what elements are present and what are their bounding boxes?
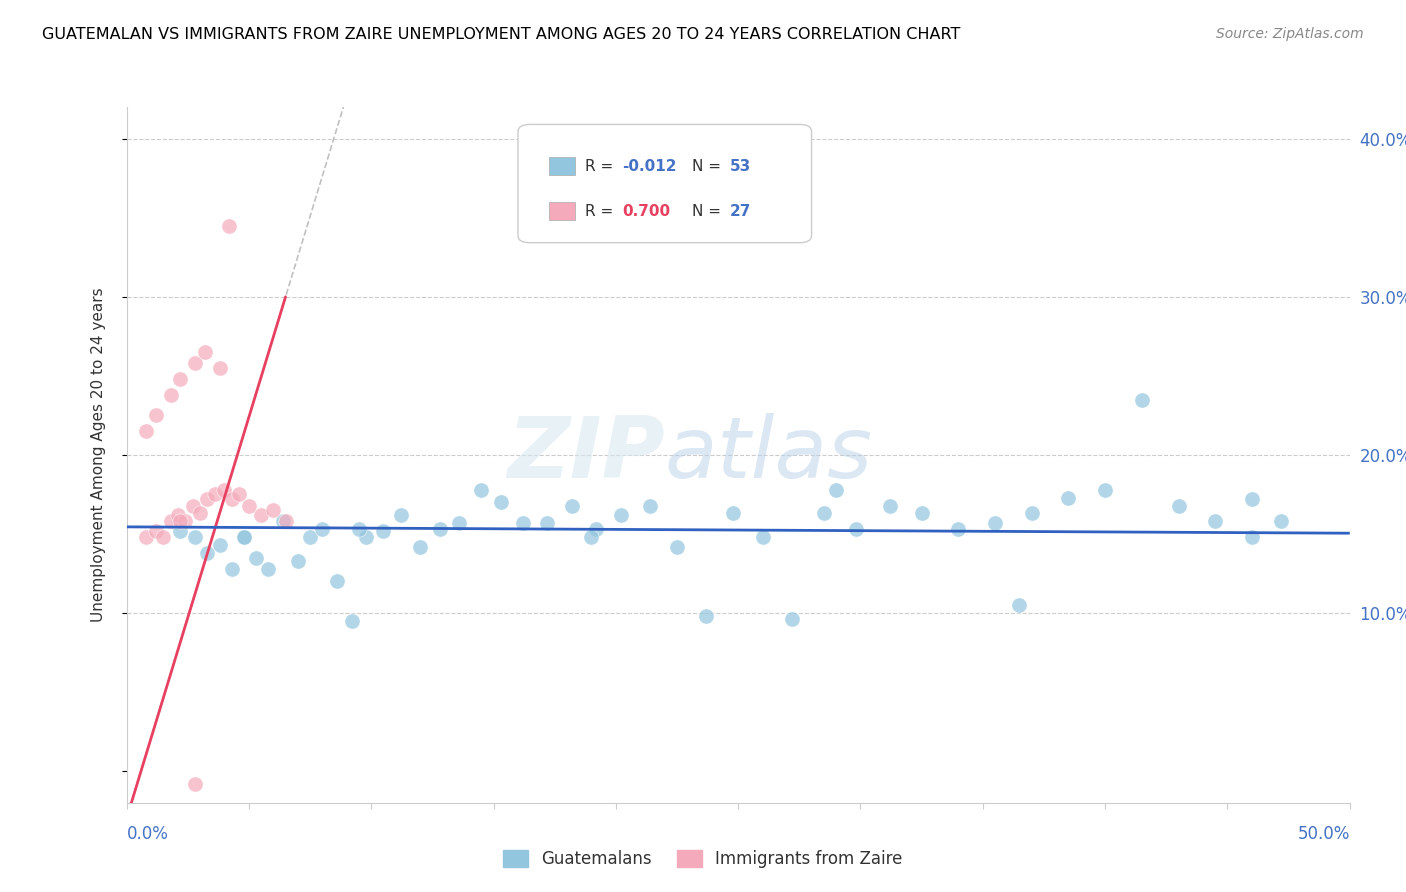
Point [250,508,273,522]
Point [666,540,689,554]
Text: atlas: atlas [665,413,873,497]
Text: ZIP: ZIP [508,413,665,497]
Point [879,499,901,513]
Point [169,372,191,386]
Point [1204,514,1226,528]
Point [751,530,773,544]
Text: 0.700: 0.700 [621,204,671,219]
Point [429,522,451,536]
Point [167,508,190,522]
Point [195,546,218,560]
Text: R =: R = [585,159,619,174]
Point [609,508,631,522]
Point [347,522,370,536]
Point [169,514,191,528]
Point [1021,507,1043,521]
Point [311,522,333,536]
Legend: Guatemalans, Immigrants from Zaire: Guatemalans, Immigrants from Zaire [496,843,910,875]
Point [984,516,1007,530]
Point [238,499,260,513]
Text: -0.012: -0.012 [621,159,676,174]
Point [245,550,267,565]
Text: N =: N = [692,159,725,174]
Point [845,522,868,536]
Text: Source: ZipAtlas.com: Source: ZipAtlas.com [1216,27,1364,41]
Text: 0.0%: 0.0% [127,825,169,843]
Text: 50.0%: 50.0% [1298,825,1350,843]
Point [638,499,661,513]
Point [389,508,412,522]
Point [257,562,280,576]
Point [1167,499,1189,513]
Point [204,487,226,501]
Point [195,492,218,507]
Point [271,514,294,528]
Point [911,507,934,521]
Point [356,530,378,544]
Point [159,514,181,528]
Text: 27: 27 [730,204,751,219]
Y-axis label: Unemployment Among Ages 20 to 24 years: Unemployment Among Ages 20 to 24 years [91,287,105,623]
Text: GUATEMALAN VS IMMIGRANTS FROM ZAIRE UNEMPLOYMENT AMONG AGES 20 TO 24 YEARS CORRE: GUATEMALAN VS IMMIGRANTS FROM ZAIRE UNEM… [42,27,960,42]
Point [780,612,803,626]
Point [184,530,207,544]
Point [135,424,157,438]
Point [184,356,207,370]
Point [299,530,322,544]
Point [287,554,309,568]
Point [208,360,231,375]
Point [1240,492,1263,507]
Point [233,530,256,544]
Point [723,507,745,521]
Point [221,492,243,507]
Point [194,345,217,359]
Point [274,514,297,528]
Point [218,219,240,233]
Point [825,483,848,497]
Point [188,507,211,521]
Point [145,409,167,423]
Bar [548,157,575,175]
Point [536,516,558,530]
Point [169,524,191,538]
Text: R =: R = [585,204,619,219]
Point [409,540,432,554]
Point [1270,514,1292,528]
Point [174,514,197,528]
Text: 53: 53 [730,159,751,174]
Point [340,614,363,628]
Point [1094,483,1116,497]
Point [221,562,243,576]
Point [813,507,835,521]
Point [373,524,395,538]
Point [1240,530,1263,544]
Point [1130,392,1153,407]
Point [208,538,231,552]
Point [152,530,174,544]
FancyBboxPatch shape [517,125,811,243]
Point [489,495,512,509]
Point [184,777,207,791]
Point [326,574,349,589]
Point [145,524,167,538]
Point [262,503,284,517]
Point [470,483,492,497]
Point [948,522,970,536]
Point [214,483,236,497]
Point [585,522,607,536]
Bar [548,202,575,219]
Point [159,388,181,402]
Point [512,516,534,530]
Point [561,499,583,513]
Point [233,530,256,544]
Point [228,487,250,501]
Point [1057,491,1080,505]
Point [1008,598,1031,612]
Point [695,609,717,624]
Text: N =: N = [692,204,725,219]
Point [181,499,204,513]
Point [135,530,157,544]
Point [581,530,603,544]
Point [449,516,471,530]
